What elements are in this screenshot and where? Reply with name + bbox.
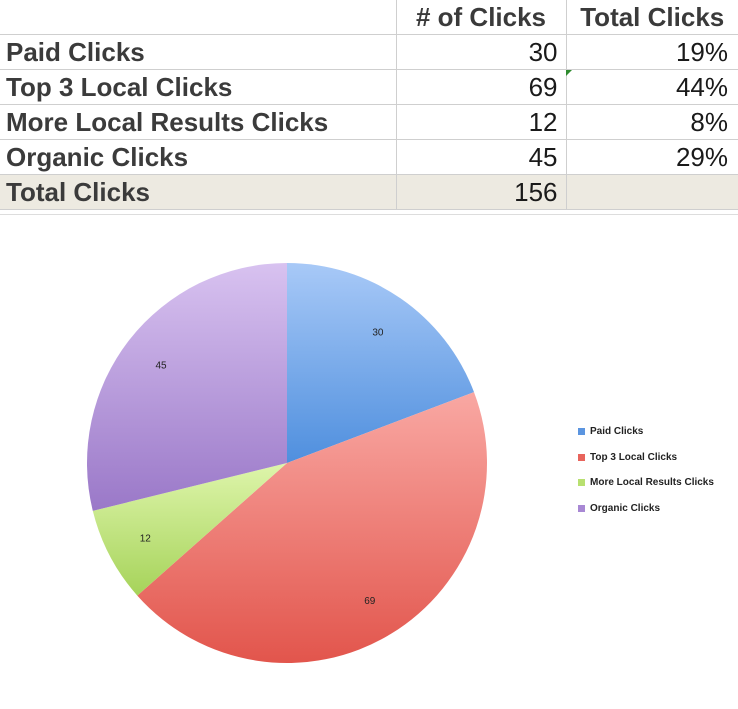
row-percent: 19% (565, 34, 738, 70)
row-label: Top 3 Local Clicks (0, 69, 397, 105)
clicks-table: # of Clicks Total Clicks Paid Clicks 30 … (0, 0, 738, 210)
table-total-row: Total Clicks 156 (0, 174, 738, 210)
slice-value-label: 30 (372, 327, 384, 338)
table-row: Organic Clicks 45 29% (0, 139, 738, 175)
legend-label: Organic Clicks (590, 502, 661, 514)
row-count: 30 (395, 34, 567, 70)
legend-swatch (578, 504, 585, 512)
table-row: Top 3 Local Clicks 69 44% (0, 69, 738, 105)
row-label: More Local Results Clicks (0, 104, 397, 140)
total-count: 156 (395, 174, 567, 210)
table-header-row: # of Clicks Total Clicks (0, 0, 738, 35)
pie-chart-area: 30 69 12 45 Paid Clicks Top 3 Local Clicks Mo… (0, 214, 738, 709)
clicks-table-container: # of Clicks Total Clicks Paid Clicks 30 … (0, 0, 738, 214)
legend-swatch (578, 479, 585, 487)
header-count: # of Clicks (395, 0, 567, 35)
table-row: More Local Results Clicks 12 8% (0, 104, 738, 140)
legend-label: Top 3 Local Clicks (590, 451, 678, 463)
pie-slice-organic (86, 263, 287, 511)
pie-slice-top3-local (137, 392, 487, 663)
row-count: 12 (395, 104, 567, 140)
header-total: Total Clicks (565, 0, 738, 35)
table-row: Paid Clicks 30 19% (0, 34, 738, 70)
row-label: Paid Clicks (0, 34, 397, 70)
row-count: 45 (395, 139, 567, 175)
row-label: Organic Clicks (0, 139, 397, 175)
header-label (0, 0, 397, 35)
row-percent: 29% (565, 139, 738, 175)
legend-item-more-local: More Local Results Clicks (578, 470, 714, 496)
chart-legend: Paid Clicks Top 3 Local Clicks More Local … (578, 419, 714, 521)
cell-comment-marker (566, 70, 572, 76)
legend-swatch (578, 428, 585, 436)
pie-chart: 30 69 12 45 (86, 263, 487, 663)
legend-item-top3-local: Top 3 Local Clicks (578, 445, 714, 471)
legend-item-paid: Paid Clicks (578, 419, 714, 445)
legend-label: Paid Clicks (590, 426, 644, 438)
legend-item-organic: Organic Clicks (578, 496, 714, 522)
row-count: 69 (395, 69, 567, 105)
slice-value-label: 69 (364, 596, 376, 607)
row-percent: 44% (565, 69, 738, 105)
slice-value-label: 12 (140, 533, 152, 544)
slice-value-label: 45 (155, 360, 167, 371)
pie-slice-paid (287, 263, 475, 463)
row-percent: 8% (565, 104, 738, 140)
legend-swatch (578, 453, 585, 461)
total-percent (565, 174, 738, 210)
pie-slice-more-local (92, 463, 287, 596)
total-label: Total Clicks (0, 174, 397, 210)
legend-label: More Local Results Clicks (590, 477, 714, 489)
